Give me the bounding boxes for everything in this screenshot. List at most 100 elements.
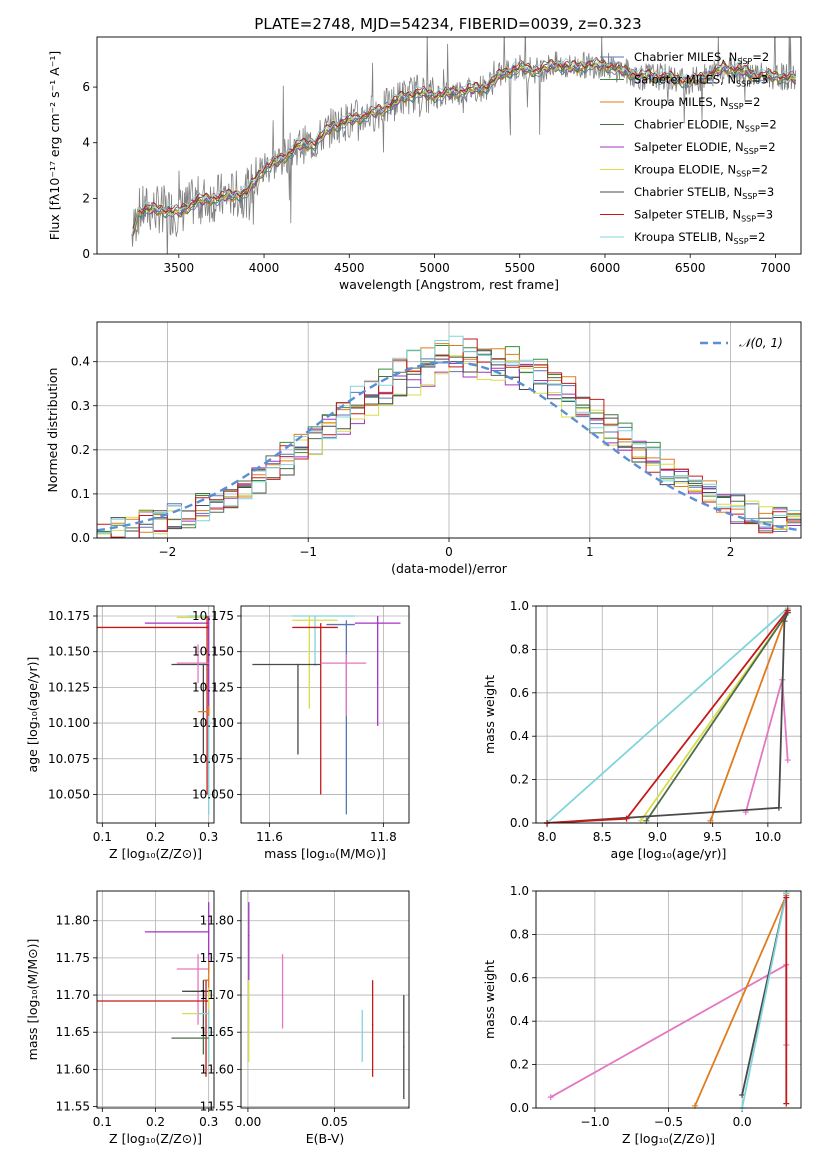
y-tick-label: 10.100 [192, 716, 234, 730]
x-tick-label: 1 [586, 545, 594, 559]
axes-frame [96, 890, 215, 1109]
x-tick-label: 0.3 [199, 1115, 218, 1129]
residual-histogram-panel: −2 −1 0 1 2 0.0 0.1 0.2 0.3 0.4 (data-model)/error… [45, 321, 802, 576]
y-tick-label: 4 [82, 136, 90, 150]
y-tick-label: 11.55 [200, 1100, 234, 1114]
y-tick-label: 10.175 [192, 609, 234, 623]
y-tick-label: 0.4 [510, 729, 529, 743]
y-tick-label: 0.2 [71, 443, 90, 457]
x-tick-label: 0.2 [146, 1115, 165, 1129]
y-tick-label: 11.80 [200, 914, 234, 928]
y-tick-label: 6 [82, 80, 90, 94]
x-tick-label: −0.5 [654, 1115, 683, 1129]
model-spectrum-line [132, 58, 797, 228]
x-tick-label: 0.3 [199, 830, 218, 844]
x-tick-label: 0.1 [93, 830, 112, 844]
residual-histogram-step [97, 335, 801, 538]
x-tick-label: 8.5 [593, 830, 612, 844]
y-tick-label: 10.125 [48, 680, 90, 694]
y-tick-label: 2 [82, 191, 90, 205]
data-point [202, 1037, 205, 1039]
y-tick-label: 1.0 [510, 884, 529, 898]
x-tick-label: 0 [445, 545, 453, 559]
mass-vs-metallicity-panel: 0.1 0.2 0.3 11.55 11.60 11.65 11.70 11.75 11.80 Z… [25, 890, 218, 1146]
weight-point-marker [623, 815, 630, 822]
y-tick-label: 0.2 [510, 1058, 529, 1072]
x-tick-label: 11.6 [256, 830, 283, 844]
x-tick-label: −2 [159, 545, 177, 559]
x-tick-label: 0.05 [321, 1115, 348, 1129]
y-axis-label: mass [log₁₀(M/M⊙)] [25, 939, 40, 1061]
model-spectrum-line [132, 56, 797, 232]
y-tick-label: 0.0 [510, 1101, 529, 1115]
legend-entry-label: Chabrier STELIB, NSSP=3 [634, 185, 774, 201]
residual-histogram-step [97, 338, 801, 538]
legend-entry-label: Kroupa MILES, NSSP=2 [634, 95, 760, 111]
weight-point-marker [781, 618, 788, 625]
model-spectrum-line [132, 63, 796, 234]
data-point [361, 1035, 364, 1037]
y-tick-label: 11.55 [56, 1100, 90, 1114]
y-tick-label: 0.8 [510, 927, 529, 941]
y-tick-label: 11.75 [56, 951, 90, 965]
x-tick-label: 9.0 [648, 830, 667, 844]
x-axis-label: Z [log₁₀(Z/Z⊙)] [109, 846, 202, 861]
x-tick-label: −1.0 [580, 1115, 609, 1129]
y-axis-label: Normed distribution [45, 368, 60, 493]
legend-entry-label: Kroupa ELODIE, NSSP=2 [634, 163, 768, 179]
x-tick-label: 0.00 [235, 1115, 262, 1129]
y-tick-label: 10.100 [48, 716, 90, 730]
x-tick-label: 0.0 [733, 1115, 752, 1129]
legend-entry-label: Salpeter MILES, NSSP=3 [634, 73, 768, 89]
weight-series-line [546, 607, 789, 823]
data-point [197, 662, 199, 664]
age-vs-mass-panel: 11.6 11.8 10.050 10.075 10.100 10.125 10.150 10… [192, 605, 410, 861]
x-axis-label: wavelength [Angstrom, rest frame] [339, 277, 559, 292]
y-tick-label: 11.60 [56, 1062, 90, 1076]
data-point [281, 994, 284, 996]
y-tick-label: 11.70 [200, 988, 234, 1002]
mass-vs-reddening-panel: 0.00 0.05 11.55 11.60 11.65 11.70 11.75 11.80 E(… [200, 890, 410, 1146]
legend-entry-label: Chabrier MILES, NSSP=2 [634, 50, 769, 66]
y-tick-label: 10.175 [48, 609, 90, 623]
y-axis-label: age [log₁₀(age/yr)] [25, 657, 40, 773]
data-point [202, 663, 205, 666]
legend-entry-label: 𝒩(0, 1) [739, 336, 783, 350]
weight-point-marker [783, 1100, 790, 1107]
weight-series-line [709, 609, 789, 822]
y-tick-label: 10.075 [48, 752, 90, 766]
x-tick-label: 9.5 [703, 830, 722, 844]
y-tick-label: 11.65 [56, 1025, 90, 1039]
spectrum-panel: 3500 4000 4500 5000 5500 6000 6500 7000 0 2 4 6 wave… [47, 36, 802, 292]
y-tick-label: 11.80 [56, 914, 90, 928]
data-point [202, 990, 205, 993]
x-tick-label: 3500 [164, 261, 195, 275]
data-point [207, 1012, 210, 1015]
legend-entry-label: Chabrier ELODIE, NSSP=2 [634, 118, 777, 134]
data-point [197, 968, 199, 970]
massweight-vs-metallicity-panel: −1.0 −0.5 0.0 0.0 0.2 0.4 0.6 0.8 1.0 Z [log₁₀(Z/… [482, 884, 802, 1146]
legend-entry-label: Salpeter STELIB, NSSP=3 [634, 208, 773, 224]
x-axis-label: Z [log₁₀(Z/Z⊙)] [622, 1131, 715, 1146]
y-tick-label: 1.0 [510, 599, 529, 613]
weight-point-marker [783, 894, 790, 901]
data-point [345, 623, 348, 626]
axes-frame [240, 605, 410, 824]
data-point [247, 934, 250, 937]
axes-frame [96, 36, 802, 255]
y-axis-label: mass weight [482, 960, 497, 1039]
weight-series-line [645, 611, 789, 822]
x-tick-label: 0.2 [146, 830, 165, 844]
x-tick-label: 4500 [334, 261, 365, 275]
y-tick-label: 0.3 [71, 399, 90, 413]
data-point [308, 619, 311, 622]
weight-series-line [741, 893, 788, 1108]
weight-series-line [546, 612, 789, 823]
axes-frame [535, 605, 802, 824]
y-axis-label: mass weight [482, 675, 497, 754]
y-tick-label: 0.0 [510, 816, 529, 830]
x-axis-label: mass [log₁₀(M/M⊙)] [264, 846, 386, 861]
y-tick-label: 10.075 [192, 752, 234, 766]
model-spectrum-line [132, 56, 797, 230]
legend-entry-label: Kroupa STELIB, NSSP=2 [634, 230, 765, 246]
